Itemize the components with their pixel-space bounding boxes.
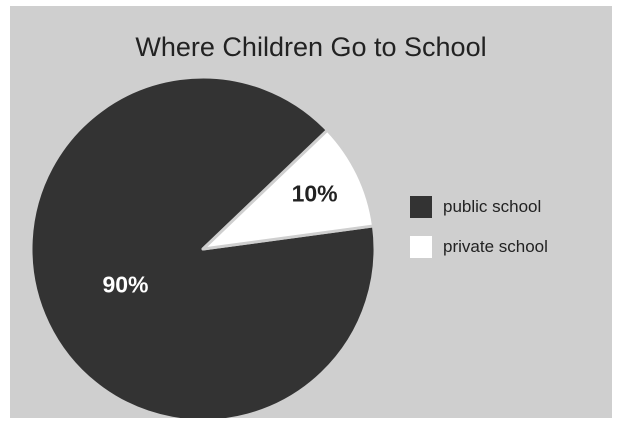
legend-item-private-school: private school: [410, 236, 548, 258]
pie-slices: [29, 75, 377, 418]
legend-label-private-school: private school: [443, 237, 548, 256]
legend: public school private school: [410, 196, 548, 276]
slice-label-private-school: 10%: [292, 180, 338, 206]
pie-slice-private-school: [201, 128, 375, 251]
chart-frame: Where Children Go to School 90% 10% publi…: [10, 6, 612, 418]
pie-chart: 90% 10%: [29, 75, 377, 418]
legend-label-public-school: public school: [443, 197, 542, 216]
slice-label-public-school: 90%: [102, 271, 148, 297]
pie-slice-labels: 90% 10%: [102, 180, 337, 297]
legend-item-public-school: public school: [410, 196, 548, 218]
legend-swatch-private-school: [410, 236, 432, 258]
chart-title: Where Children Go to School: [135, 32, 487, 62]
legend-swatch-public-school: [410, 196, 432, 218]
